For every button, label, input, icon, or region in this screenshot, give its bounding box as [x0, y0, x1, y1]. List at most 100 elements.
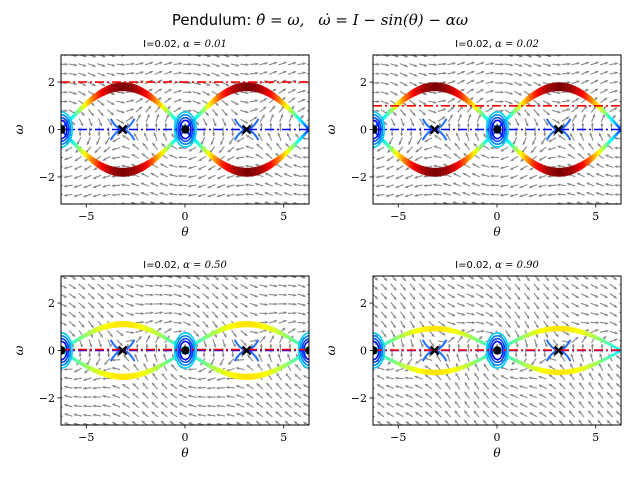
field-arrow [74, 165, 83, 171]
field-arrow [302, 146, 309, 150]
trajectory-segment [212, 102, 216, 105]
trajectory-segment [107, 89, 110, 92]
field-arrow [97, 109, 104, 117]
field-arrow [97, 118, 103, 127]
field-arrow [490, 146, 499, 150]
trajectory-segment [83, 150, 87, 154]
field-arrow [111, 184, 121, 188]
field-arrow [500, 146, 509, 152]
trajectory-segment [171, 139, 175, 143]
trajectory-segment [257, 84, 260, 87]
trajectory-segment [420, 86, 423, 90]
trajectory-segment [305, 130, 309, 134]
trajectory-segment [232, 88, 235, 92]
field-arrow [466, 61, 475, 66]
trajectory-segment [257, 85, 260, 88]
field-arrow [278, 123, 282, 132]
trajectory-segment [162, 108, 166, 112]
field-arrow [142, 142, 149, 150]
field-arrow [64, 146, 73, 152]
trajectory-segment [231, 90, 234, 94]
trajectory-segment [544, 171, 547, 175]
trajectory-segment [543, 89, 546, 92]
field-arrow [307, 91, 309, 93]
field-arrow [580, 61, 590, 66]
field-arrow [159, 172, 168, 178]
field-arrow [68, 72, 78, 76]
field-arrow [395, 174, 404, 180]
field-arrow [135, 71, 144, 75]
field-arrow [173, 71, 182, 75]
field-arrow [197, 184, 207, 188]
trajectory-segment [78, 146, 82, 150]
field-arrow [462, 182, 471, 187]
field-arrow [249, 71, 259, 75]
trajectory-segment [99, 95, 102, 98]
field-arrow [169, 154, 178, 159]
y-tick-label: 0 [48, 124, 55, 137]
trajectory-segment [234, 172, 237, 175]
field-arrow [145, 113, 150, 123]
field-arrow [437, 62, 447, 66]
field-arrow [599, 88, 608, 94]
field-arrow [302, 193, 309, 197]
trajectory-segment [136, 91, 139, 95]
field-arrow [409, 109, 416, 117]
trajectory-segment [571, 87, 574, 91]
trajectory-segment [283, 150, 287, 154]
field-arrow [200, 136, 206, 145]
trajectory-segment [92, 157, 96, 161]
vector-field [61, 55, 309, 204]
field-arrow [97, 99, 105, 107]
field-arrow [83, 165, 92, 171]
field-arrow [274, 172, 283, 178]
field-arrow [211, 72, 220, 77]
field-arrow [240, 100, 249, 104]
field-arrow [307, 101, 309, 103]
field-arrow [169, 173, 178, 178]
x-tick-label: 0 [182, 210, 189, 223]
field-arrow [74, 155, 83, 162]
trajectory-segment [300, 121, 304, 125]
trajectory-segment [221, 95, 225, 99]
trajectory-segment [232, 167, 235, 171]
field-arrow [178, 183, 187, 187]
field-arrow [230, 100, 239, 106]
field-arrow [409, 55, 418, 58]
trajectory-segment [161, 106, 164, 110]
field-arrow [178, 193, 187, 197]
field-arrow [399, 72, 408, 77]
field-arrow [455, 132, 461, 141]
trajectory-segment [299, 136, 302, 140]
x-axis-label: θ [181, 225, 189, 239]
field-arrow [456, 61, 466, 66]
trajectory-segment [75, 112, 79, 116]
trajectory-segment [77, 110, 81, 114]
field-arrow [447, 80, 456, 85]
field-arrow [116, 109, 125, 114]
field-arrow [552, 91, 561, 95]
trajectory-segment [571, 170, 574, 174]
trajectory-segment [295, 116, 299, 120]
field-arrow [471, 182, 480, 187]
field-arrow [485, 62, 494, 66]
trajectory-segment [107, 165, 110, 169]
field-arrow [266, 142, 273, 150]
field-arrow [454, 142, 461, 150]
field-arrow [557, 155, 566, 159]
field-arrow [227, 146, 235, 153]
field-arrow [288, 97, 296, 104]
field-arrow [373, 175, 375, 177]
trajectory-segment [280, 153, 284, 156]
field-arrow [568, 143, 576, 150]
trajectory-segment [297, 118, 301, 121]
field-arrow [577, 152, 585, 160]
trajectory-segment [259, 85, 262, 89]
field-arrow [457, 105, 464, 113]
field-arrow [576, 182, 585, 187]
trajectory-segment [135, 90, 138, 93]
field-arrow [424, 137, 433, 143]
field-arrow [88, 118, 93, 127]
field-arrow [453, 152, 461, 160]
field-arrow [380, 63, 390, 67]
